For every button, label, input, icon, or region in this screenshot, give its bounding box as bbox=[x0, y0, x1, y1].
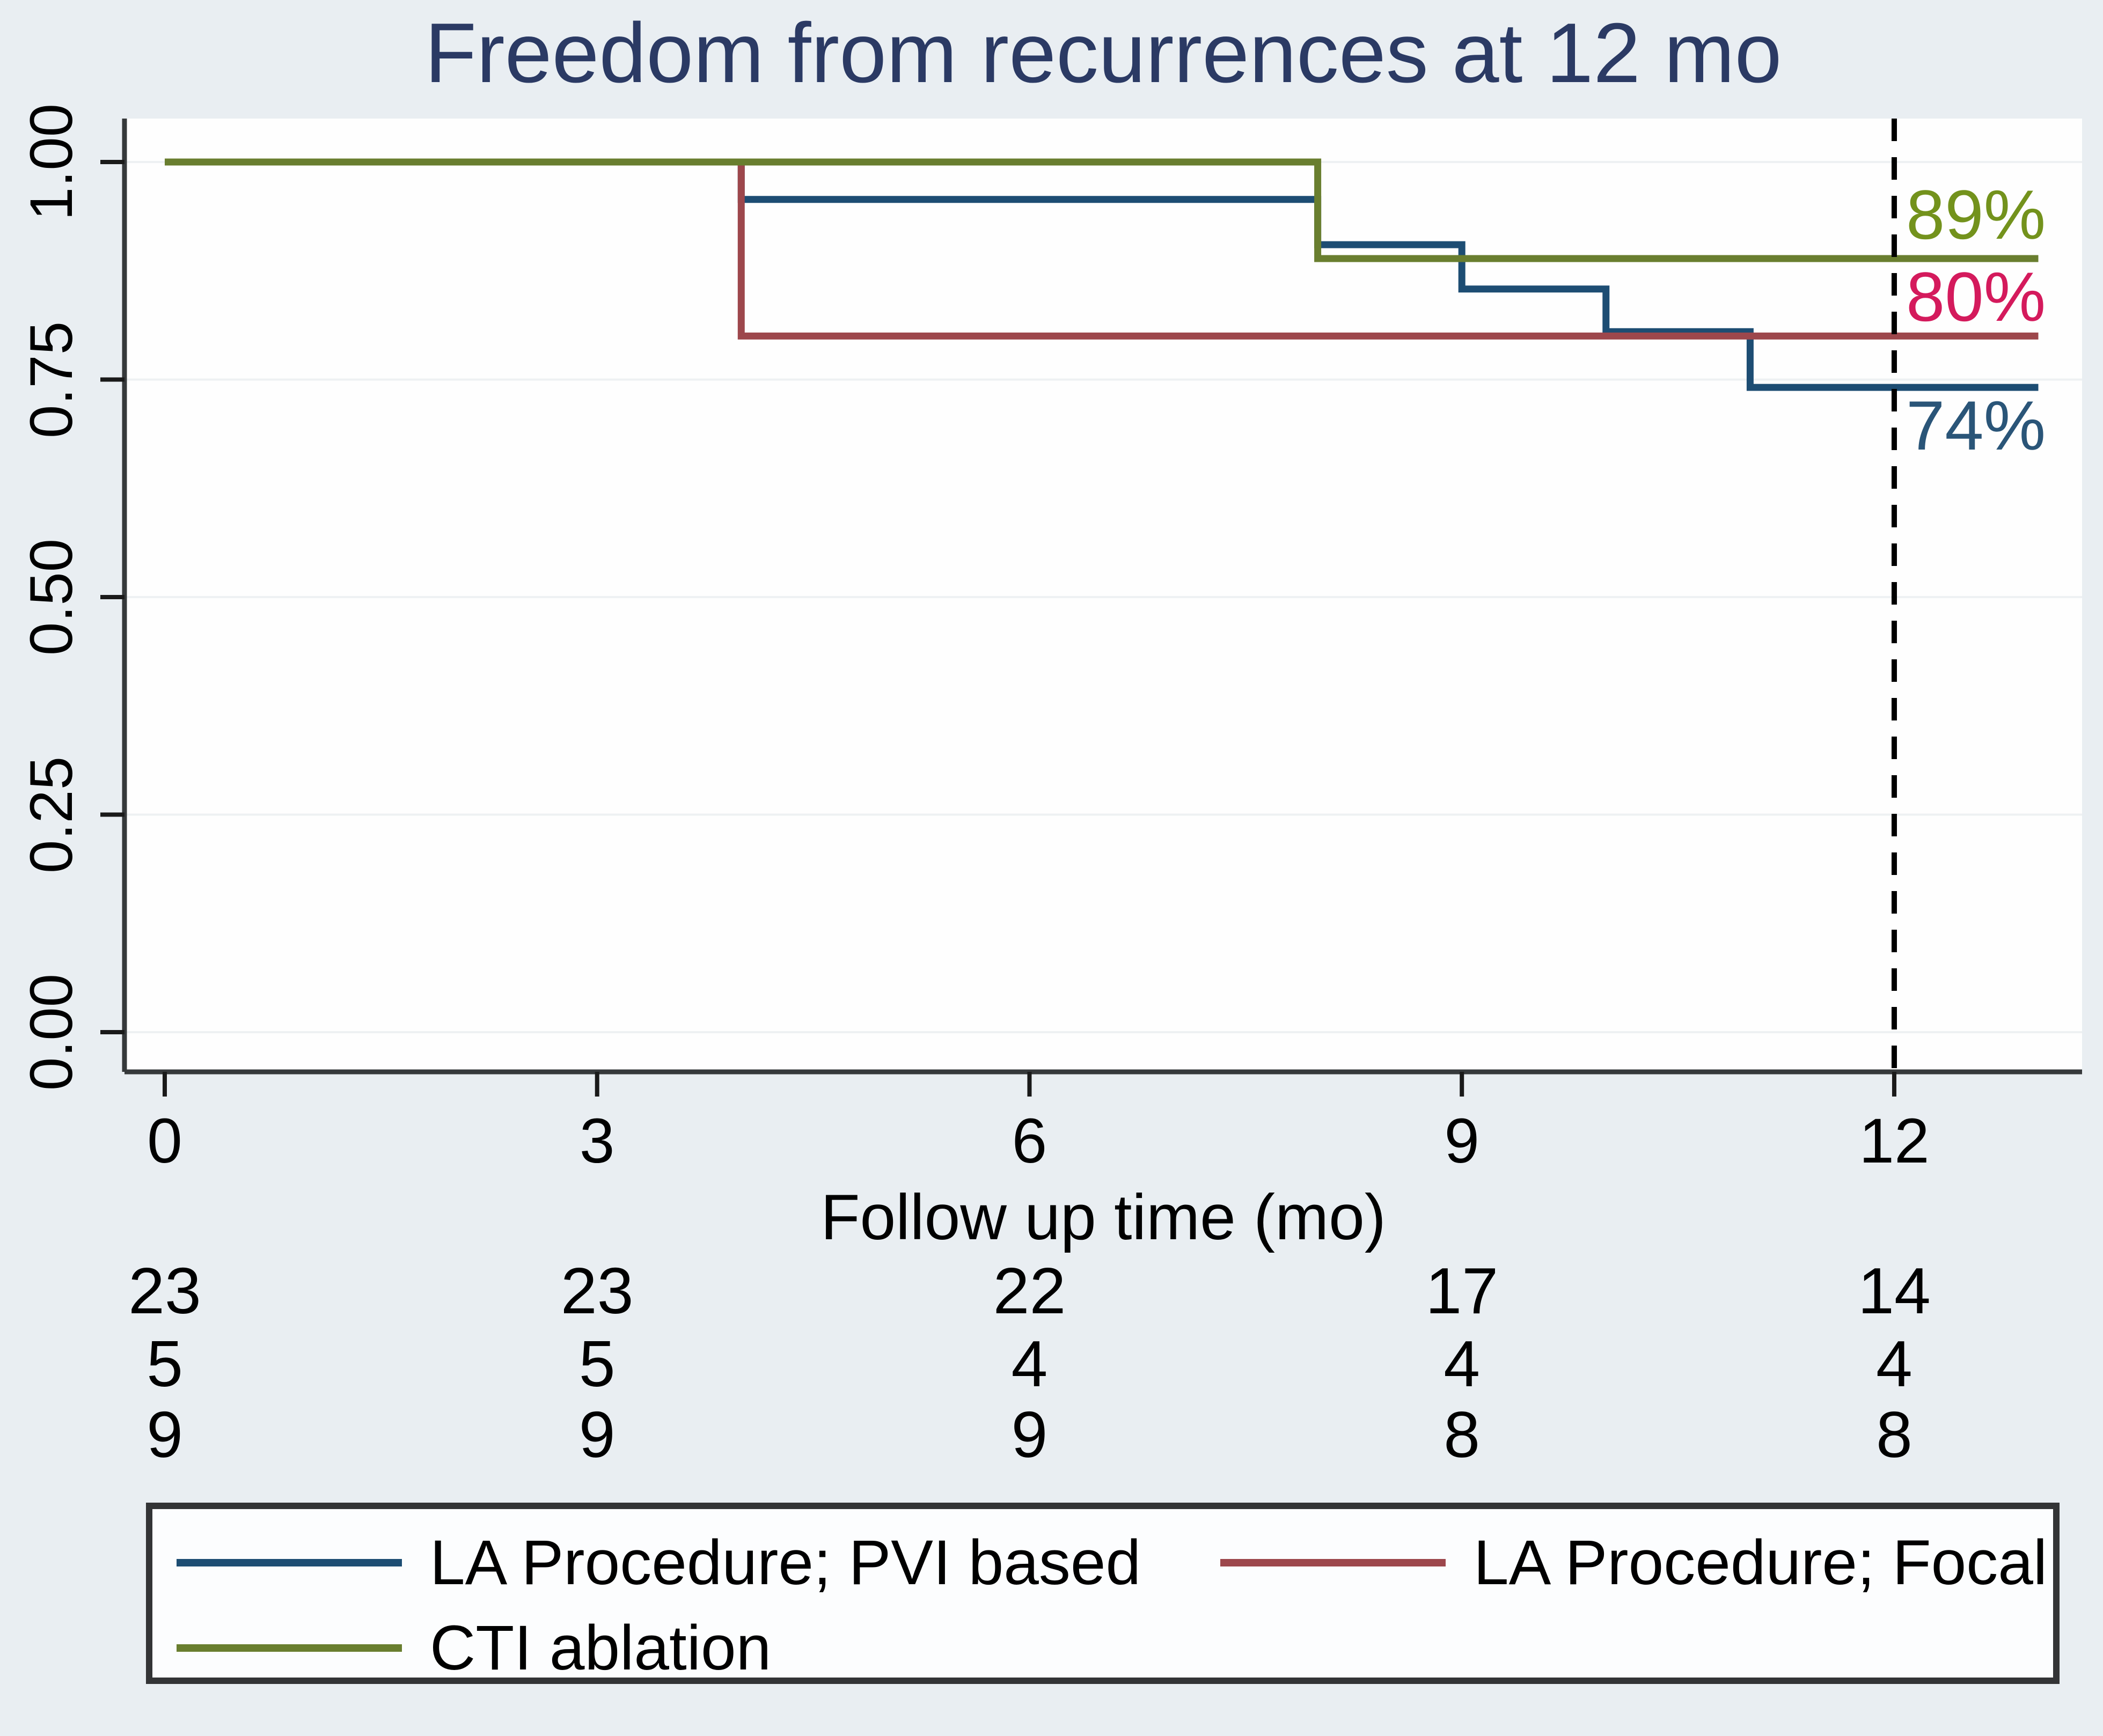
legend-label-focal: LA Procedure; Focal bbox=[1474, 1527, 2048, 1598]
risk-count: 5 bbox=[578, 1327, 615, 1400]
risk-count: 8 bbox=[1443, 1398, 1481, 1471]
x-tick-label: 9 bbox=[1444, 1106, 1480, 1176]
risk-count: 17 bbox=[1425, 1254, 1499, 1327]
risk-count: 22 bbox=[993, 1254, 1066, 1327]
y-tick-label: 1.00 bbox=[17, 104, 85, 220]
legend-entry-focal: LA Procedure; Focal bbox=[1220, 1525, 2047, 1600]
y-tick-label: 0.25 bbox=[17, 756, 85, 873]
risk-count: 9 bbox=[146, 1398, 183, 1471]
final-percent-label-cti-ablation: 89% bbox=[1906, 175, 2046, 254]
x-axis-title: Follow up time (mo) bbox=[820, 1181, 1386, 1253]
x-tick-label: 12 bbox=[1859, 1106, 1930, 1176]
km-curve-cti-ablation bbox=[165, 158, 2039, 262]
chart-title: Freedom from recurrences at 12 mo bbox=[424, 6, 1782, 100]
risk-count: 14 bbox=[1858, 1254, 1931, 1327]
risk-count: 4 bbox=[1443, 1327, 1481, 1400]
risk-count: 9 bbox=[1011, 1398, 1048, 1471]
risk-count: 23 bbox=[560, 1254, 634, 1327]
final-percent-label-focal: 80% bbox=[1906, 258, 2046, 336]
final-percent-label-pvi-based: 74% bbox=[1906, 386, 2046, 465]
risk-count: 4 bbox=[1876, 1327, 1913, 1400]
legend-swatch-pvi-based bbox=[177, 1559, 402, 1566]
x-tick-label: 3 bbox=[579, 1106, 615, 1176]
risk-count: 9 bbox=[578, 1398, 615, 1471]
legend-swatch-focal bbox=[1220, 1559, 1446, 1566]
legend-label-cti-ablation: CTI ablation bbox=[430, 1613, 772, 1683]
y-tick-label: 0.75 bbox=[17, 321, 85, 438]
legend-label-pvi-based: LA Procedure; PVI based bbox=[430, 1527, 1141, 1598]
plot-area bbox=[124, 119, 2082, 1072]
risk-count: 8 bbox=[1876, 1398, 1913, 1471]
risk-count: 4 bbox=[1011, 1327, 1048, 1400]
legend: LA Procedure; PVI based LA Procedure; Fo… bbox=[146, 1503, 2060, 1684]
risk-count: 5 bbox=[146, 1327, 183, 1400]
legend-swatch-cti-ablation bbox=[177, 1644, 402, 1652]
legend-entry-cti-ablation: CTI ablation bbox=[177, 1610, 771, 1686]
y-tick-label: 0.50 bbox=[17, 539, 85, 656]
x-tick-label: 0 bbox=[147, 1106, 182, 1176]
x-tick-label: 6 bbox=[1012, 1106, 1047, 1176]
y-tick-label: 0.00 bbox=[17, 974, 85, 1091]
risk-count: 23 bbox=[128, 1254, 201, 1327]
legend-entry-pvi-based: LA Procedure; PVI based bbox=[177, 1525, 1141, 1600]
